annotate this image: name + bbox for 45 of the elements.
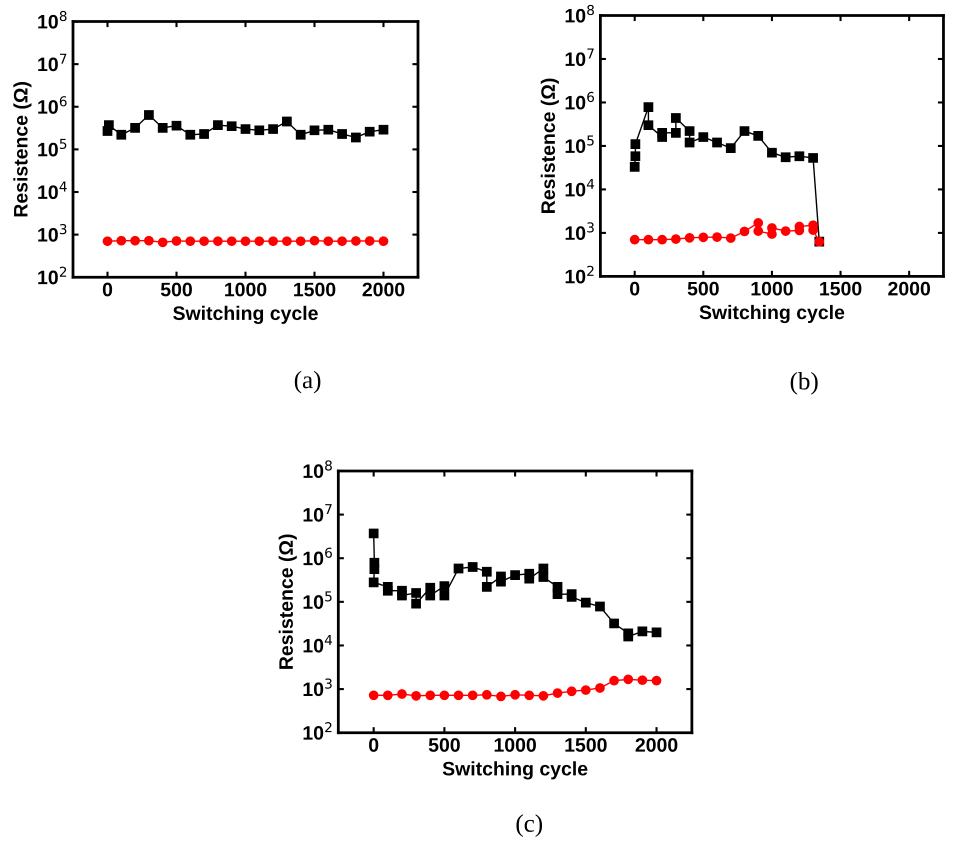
- y-tick-label: 10$^{5}$: [304, 591, 332, 609]
- y-tick-label: 10$^{8}$: [38, 10, 67, 29]
- y-tick-label: 10$^{7}$: [566, 48, 594, 66]
- y-tick-label: 10$^{2}$: [38, 266, 66, 284]
- x-tick-label: 0: [369, 738, 378, 752]
- x-tick-label: 1500: [294, 282, 336, 296]
- x-tick-label: 500: [160, 282, 192, 296]
- x-tick-label: 0: [630, 282, 640, 296]
- y-tick-label: 10$^{3}$: [304, 678, 332, 696]
- x-tick-label: 1000: [752, 282, 793, 296]
- x-axis-title: Switching cycle: [173, 306, 318, 324]
- x-axis-title: Switching cycle: [700, 304, 844, 324]
- text: (b): [790, 372, 818, 395]
- y-tick-label: 10$^{4}$: [566, 178, 594, 197]
- x-tick-label: 1500: [565, 738, 607, 752]
- x-tick-label: 2000: [362, 282, 404, 296]
- x-tick-label: 1000: [225, 282, 266, 296]
- y-tick-label: 10$^{5}$: [566, 135, 594, 154]
- x-tick-label: 2000: [636, 738, 678, 752]
- y-tick-label: 10$^{3}$: [566, 222, 594, 240]
- y-tick-label: 10$^{8}$: [566, 4, 594, 23]
- y-tick-label: 10$^{2}$: [304, 722, 332, 740]
- y-axis-title: Resistence (Ω): [13, 82, 32, 216]
- y-tick-label: 10$^{2}$: [566, 266, 594, 284]
- y-axis-title: Resistence (Ω): [278, 534, 297, 669]
- y-tick-label: 10$^{3}$: [38, 224, 66, 242]
- x-axis-title: Switching cycle: [442, 761, 588, 780]
- y-tick-label: 10$^{5}$: [38, 138, 66, 156]
- text: (c): [516, 814, 542, 837]
- y-tick-label: 10$^{8}$: [304, 460, 332, 478]
- x-tick-label: 1000: [494, 738, 536, 752]
- x-tick-label: 500: [428, 738, 460, 752]
- text: (a): [294, 370, 320, 394]
- x-tick-label: 1500: [820, 282, 862, 296]
- y-tick-label: 10$^{6}$: [38, 96, 67, 114]
- y-tick-label: 10$^{7}$: [304, 504, 332, 522]
- x-tick-label: 0: [102, 282, 112, 296]
- y-tick-label: 10$^{6}$: [566, 92, 594, 110]
- y-tick-label: 10$^{6}$: [304, 548, 332, 566]
- x-tick-label: 2000: [888, 282, 930, 296]
- y-tick-label: 10$^{4}$: [38, 182, 67, 200]
- y-tick-label: 10$^{4}$: [304, 635, 332, 653]
- y-tick-label: 10$^{7}$: [38, 54, 66, 72]
- y-axis-title: Resistence (Ω): [540, 78, 559, 213]
- x-tick-label: 500: [688, 282, 719, 296]
